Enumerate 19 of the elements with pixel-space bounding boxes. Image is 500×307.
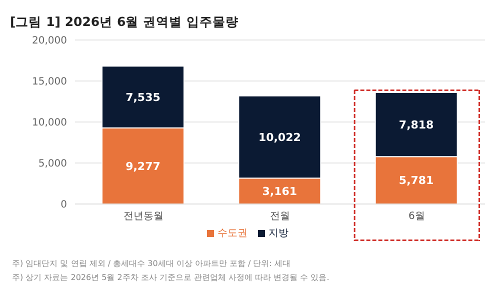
data-label: 7,818 bbox=[398, 118, 434, 132]
data-label: 10,022 bbox=[258, 130, 301, 144]
y-tick-label: 10,000 bbox=[32, 118, 67, 129]
text: 주) 상기 자료는 2026년 5월 2주차 조사 기준으로 관련업체 사정에 따라 변경될 수 있음. bbox=[12, 272, 330, 283]
data-label: 3,161 bbox=[262, 184, 298, 198]
x-tick-label: 전년동월 bbox=[123, 211, 164, 222]
legend-label: 수도권 bbox=[218, 228, 248, 239]
data-label: 7,535 bbox=[126, 90, 160, 104]
y-tick-label: 20,000 bbox=[32, 36, 67, 47]
x-tick-label: 6월 bbox=[408, 211, 425, 222]
data-label: 9,277 bbox=[126, 160, 160, 173]
text: 주) 임대단지 및 연립 제외 / 총세대수 30세대 이상 아파트만 포함 / 단위: 세대 bbox=[12, 258, 290, 269]
legend-label: 지방 bbox=[268, 228, 288, 239]
data-label: 5,781 bbox=[398, 174, 434, 188]
chart-title: [그림 1] 2026년 6월 권역별 입주물량 bbox=[10, 14, 238, 31]
x-tick-label: 전월 bbox=[270, 211, 290, 222]
y-tick-label: 15,000 bbox=[32, 76, 67, 88]
y-tick-label: 5,000 bbox=[38, 158, 67, 170]
y-tick-label: 0 bbox=[60, 200, 67, 211]
